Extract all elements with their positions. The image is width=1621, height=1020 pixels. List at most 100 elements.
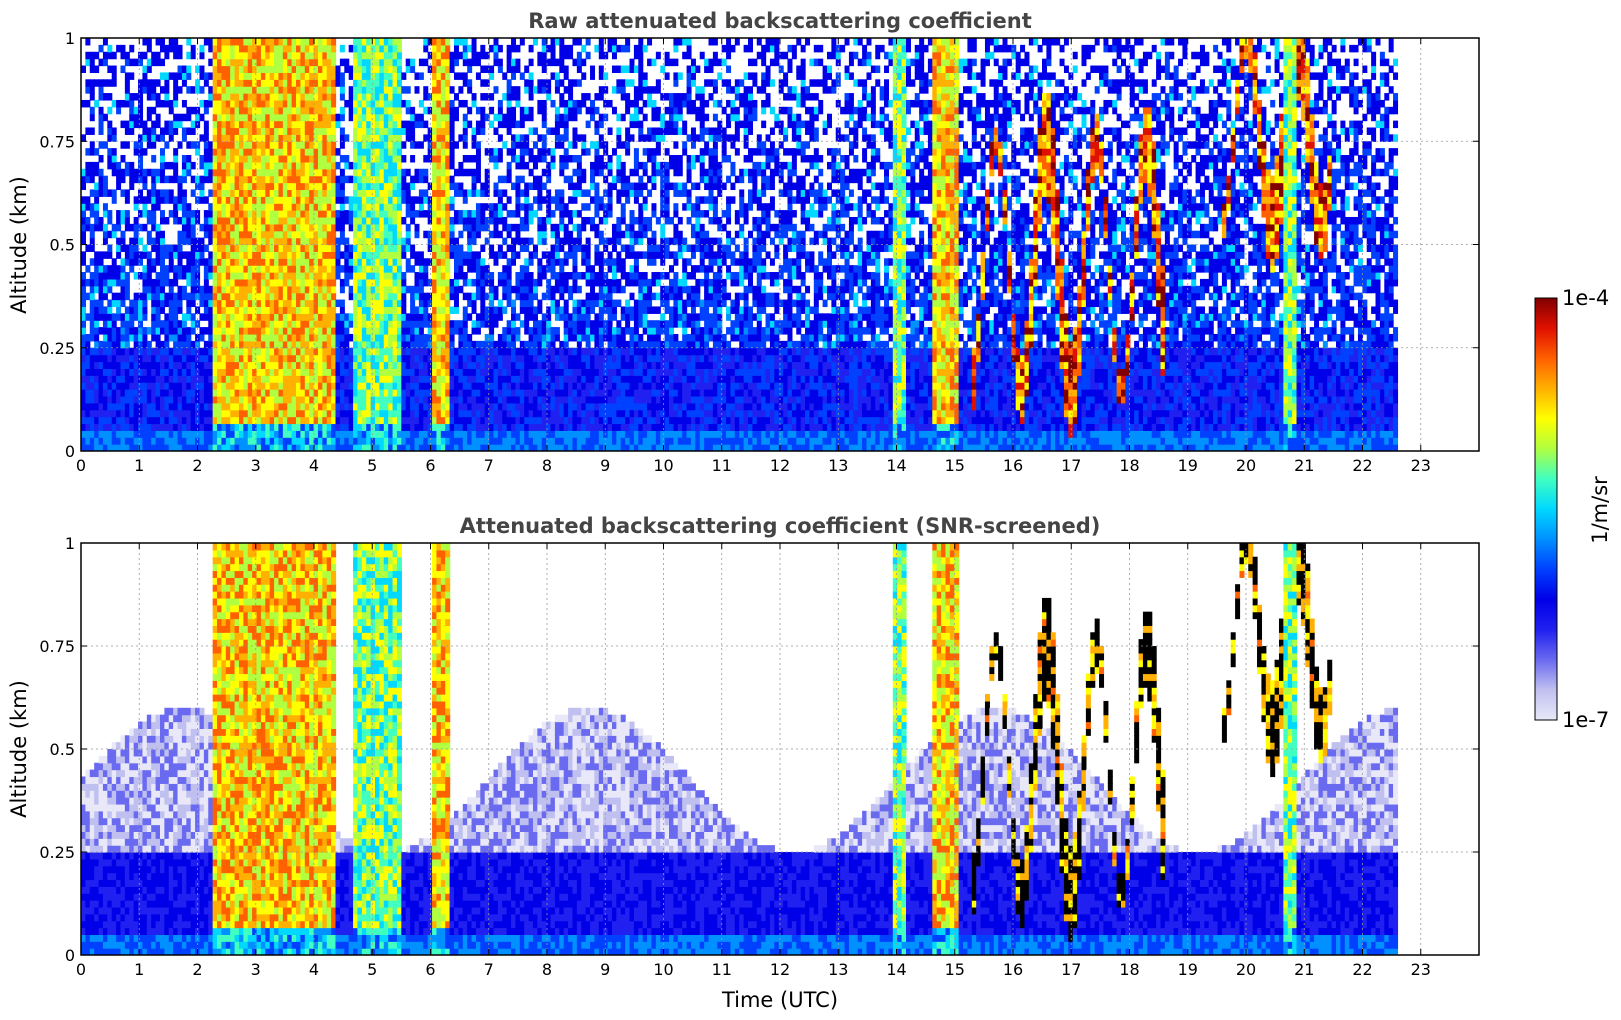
heatmap-cell bbox=[475, 395, 481, 404]
heatmap-cell bbox=[489, 230, 495, 239]
heatmap-cell bbox=[339, 134, 345, 142]
heatmap-cell bbox=[317, 389, 323, 397]
heatmap-cell bbox=[445, 278, 451, 287]
heatmap-cell bbox=[353, 409, 359, 418]
heatmap-cell bbox=[396, 141, 402, 149]
heatmap-cell bbox=[208, 354, 214, 363]
heatmap-cell bbox=[335, 313, 341, 321]
heatmap-cell bbox=[168, 361, 174, 369]
heatmap-cell bbox=[208, 161, 214, 170]
heatmap-cell bbox=[260, 196, 266, 204]
heatmap-cell bbox=[313, 168, 319, 177]
heatmap-cell bbox=[243, 251, 249, 259]
heatmap-cell bbox=[260, 148, 266, 156]
heatmap-cell bbox=[107, 44, 113, 53]
heatmap-cell bbox=[146, 416, 152, 425]
heatmap-cell bbox=[370, 196, 376, 204]
heatmap-cell bbox=[265, 120, 271, 129]
heatmap-cell bbox=[291, 313, 297, 321]
heatmap-cell bbox=[146, 196, 152, 204]
heatmap-cell bbox=[326, 395, 332, 404]
heatmap-cell bbox=[282, 430, 288, 438]
heatmap-cell bbox=[199, 368, 205, 376]
heatmap-cell bbox=[287, 203, 293, 211]
heatmap-cell bbox=[357, 189, 363, 197]
heatmap-cell bbox=[449, 237, 455, 246]
heatmap-cell bbox=[247, 313, 253, 321]
heatmap-cell bbox=[388, 327, 394, 335]
heatmap-cell bbox=[212, 299, 218, 308]
heatmap-cell bbox=[379, 216, 385, 225]
heatmap-cell bbox=[269, 347, 275, 356]
heatmap-cell bbox=[497, 155, 503, 163]
heatmap-cell bbox=[317, 99, 323, 108]
heatmap-cell bbox=[203, 292, 209, 301]
heatmap-cell bbox=[151, 389, 157, 397]
heatmap-cell bbox=[287, 299, 293, 308]
heatmap-cell bbox=[493, 313, 499, 321]
heatmap-cell bbox=[471, 230, 477, 239]
heatmap-cell bbox=[300, 155, 306, 163]
heatmap-cell bbox=[322, 409, 328, 418]
heatmap-cell bbox=[186, 299, 192, 308]
heatmap-cell bbox=[282, 44, 288, 53]
heatmap-cell bbox=[401, 430, 407, 438]
heatmap-cell bbox=[217, 430, 223, 438]
heatmap-cell bbox=[129, 444, 135, 451]
heatmap-cell bbox=[260, 416, 266, 425]
heatmap-cell bbox=[344, 333, 350, 342]
heatmap-cell bbox=[98, 216, 104, 225]
heatmap-cell bbox=[497, 44, 503, 53]
heatmap-cell bbox=[291, 444, 297, 451]
heatmap-cell bbox=[190, 368, 196, 376]
heatmap-cell bbox=[265, 134, 271, 142]
heatmap-cell bbox=[243, 51, 249, 60]
heatmap-cell bbox=[440, 223, 446, 232]
heatmap-cell bbox=[89, 223, 95, 232]
heatmap-cell bbox=[401, 72, 407, 80]
heatmap-cell bbox=[238, 272, 244, 280]
heatmap-cell bbox=[111, 161, 117, 170]
heatmap-cell bbox=[383, 168, 389, 177]
heatmap-cell bbox=[98, 265, 104, 273]
heatmap-cell bbox=[195, 106, 201, 115]
heatmap-cell bbox=[138, 382, 144, 390]
heatmap-cell bbox=[98, 58, 104, 67]
heatmap-cell bbox=[331, 99, 337, 108]
heatmap-cell bbox=[375, 44, 380, 53]
heatmap-cell bbox=[445, 223, 451, 232]
heatmap-cell bbox=[221, 189, 227, 197]
heatmap-cell bbox=[89, 58, 95, 67]
heatmap-cell bbox=[225, 120, 231, 129]
heatmap-cell bbox=[502, 72, 508, 80]
heatmap-cell bbox=[238, 203, 244, 211]
heatmap-cell bbox=[256, 251, 262, 259]
heatmap-cell bbox=[208, 58, 214, 67]
heatmap-cell bbox=[304, 402, 310, 411]
heatmap-cell bbox=[506, 395, 512, 404]
heatmap-cell bbox=[322, 416, 328, 425]
heatmap-cell bbox=[120, 216, 126, 225]
heatmap-cell bbox=[212, 389, 218, 397]
heatmap-cell bbox=[199, 72, 205, 80]
heatmap-cell bbox=[225, 278, 231, 287]
heatmap-cell bbox=[379, 327, 385, 335]
heatmap-cell bbox=[94, 361, 100, 369]
heatmap-cell bbox=[410, 251, 416, 259]
heatmap-cell bbox=[225, 99, 231, 108]
heatmap-cell bbox=[401, 120, 407, 129]
heatmap-cell bbox=[129, 395, 135, 404]
heatmap-cell bbox=[269, 292, 275, 301]
heatmap-cell bbox=[94, 430, 100, 438]
heatmap-cell bbox=[173, 292, 179, 301]
heatmap-cell bbox=[453, 354, 459, 363]
heatmap-cell bbox=[195, 402, 201, 411]
heatmap-cell bbox=[348, 402, 354, 411]
heatmap-cell bbox=[102, 354, 108, 363]
heatmap-cell bbox=[375, 93, 380, 101]
heatmap-cell bbox=[274, 375, 280, 383]
heatmap-cell bbox=[375, 79, 380, 87]
heatmap-cell bbox=[410, 327, 416, 335]
heatmap-cell bbox=[89, 93, 95, 101]
heatmap-cell bbox=[146, 65, 152, 74]
